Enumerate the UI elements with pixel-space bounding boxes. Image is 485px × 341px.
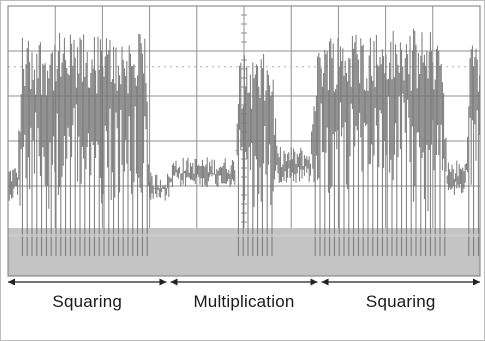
- baseline-band: [8, 234, 480, 237]
- segment-arrow-head-left: [8, 278, 15, 286]
- plot-border: [7, 5, 481, 277]
- segment-arrow-head-left: [170, 278, 178, 286]
- segment-arrow-head-right: [159, 278, 167, 286]
- segment-arrow-head-right: [310, 278, 318, 286]
- segment-label: Squaring: [365, 292, 436, 311]
- trace-fill-area: [8, 228, 480, 276]
- segment-arrow-head-left: [321, 278, 329, 286]
- segment-label: Multiplication: [193, 292, 295, 311]
- segment-arrow-head-right: [473, 278, 480, 286]
- segment-label: Squaring: [52, 292, 123, 311]
